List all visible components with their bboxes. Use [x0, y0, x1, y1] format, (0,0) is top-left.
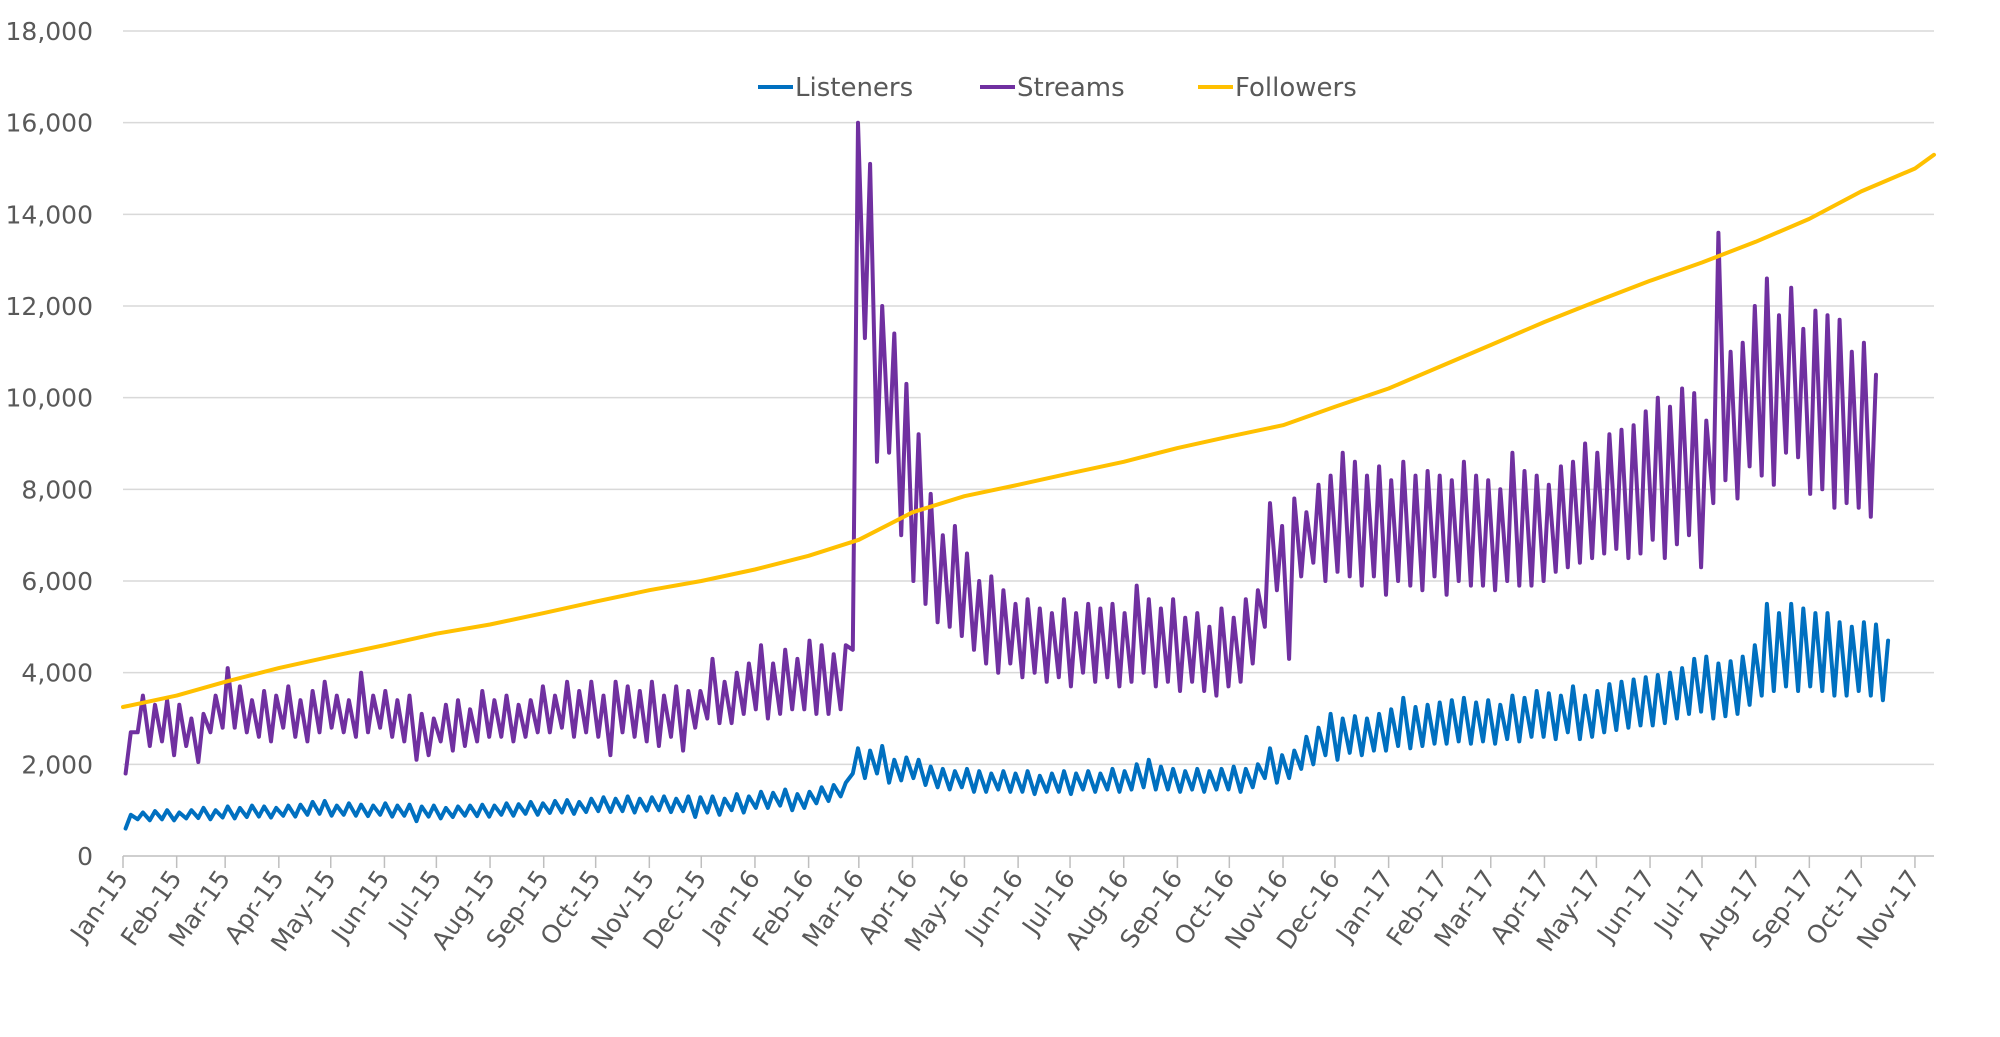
x-axis-ticks — [122, 856, 1916, 868]
series-line-listeners — [123, 601, 1891, 831]
legend: Listeners Streams Followers — [758, 73, 1357, 103]
y-tick-label: 18,000 — [6, 17, 93, 46]
y-tick-label: 2,000 — [21, 750, 93, 779]
series-line-followers — [121, 152, 1936, 709]
legend-label-streams: Streams — [1017, 73, 1125, 103]
y-tick-label: 16,000 — [6, 109, 93, 138]
y-tick-label: 0 — [77, 842, 93, 871]
series-lines — [121, 120, 1936, 831]
legend-item-followers[interactable]: Followers — [1198, 73, 1357, 103]
legend-label-listeners: Listeners — [795, 73, 913, 103]
y-axis-tick-labels: 0 2,000 4,000 6,000 8,000 10,000 12,000 14,000 1… — [6, 17, 93, 871]
legend-item-listeners[interactable]: Listeners — [758, 73, 913, 103]
series-line-streams — [123, 120, 1878, 776]
y-tick-label: 14,000 — [6, 200, 93, 229]
legend-label-followers: Followers — [1235, 73, 1357, 103]
y-tick-label: 6,000 — [21, 567, 93, 596]
y-tick-label: 4,000 — [21, 659, 93, 688]
gridlines — [123, 30, 1934, 766]
y-tick-label: 10,000 — [6, 384, 93, 413]
y-tick-label: 12,000 — [6, 292, 93, 321]
y-tick-label: 8,000 — [21, 475, 93, 504]
x-axis-tick-labels: Jan-15Feb-15Mar-15Apr-15May-15Jun-15Jul-… — [63, 865, 1925, 957]
legend-item-streams[interactable]: Streams — [980, 73, 1125, 103]
